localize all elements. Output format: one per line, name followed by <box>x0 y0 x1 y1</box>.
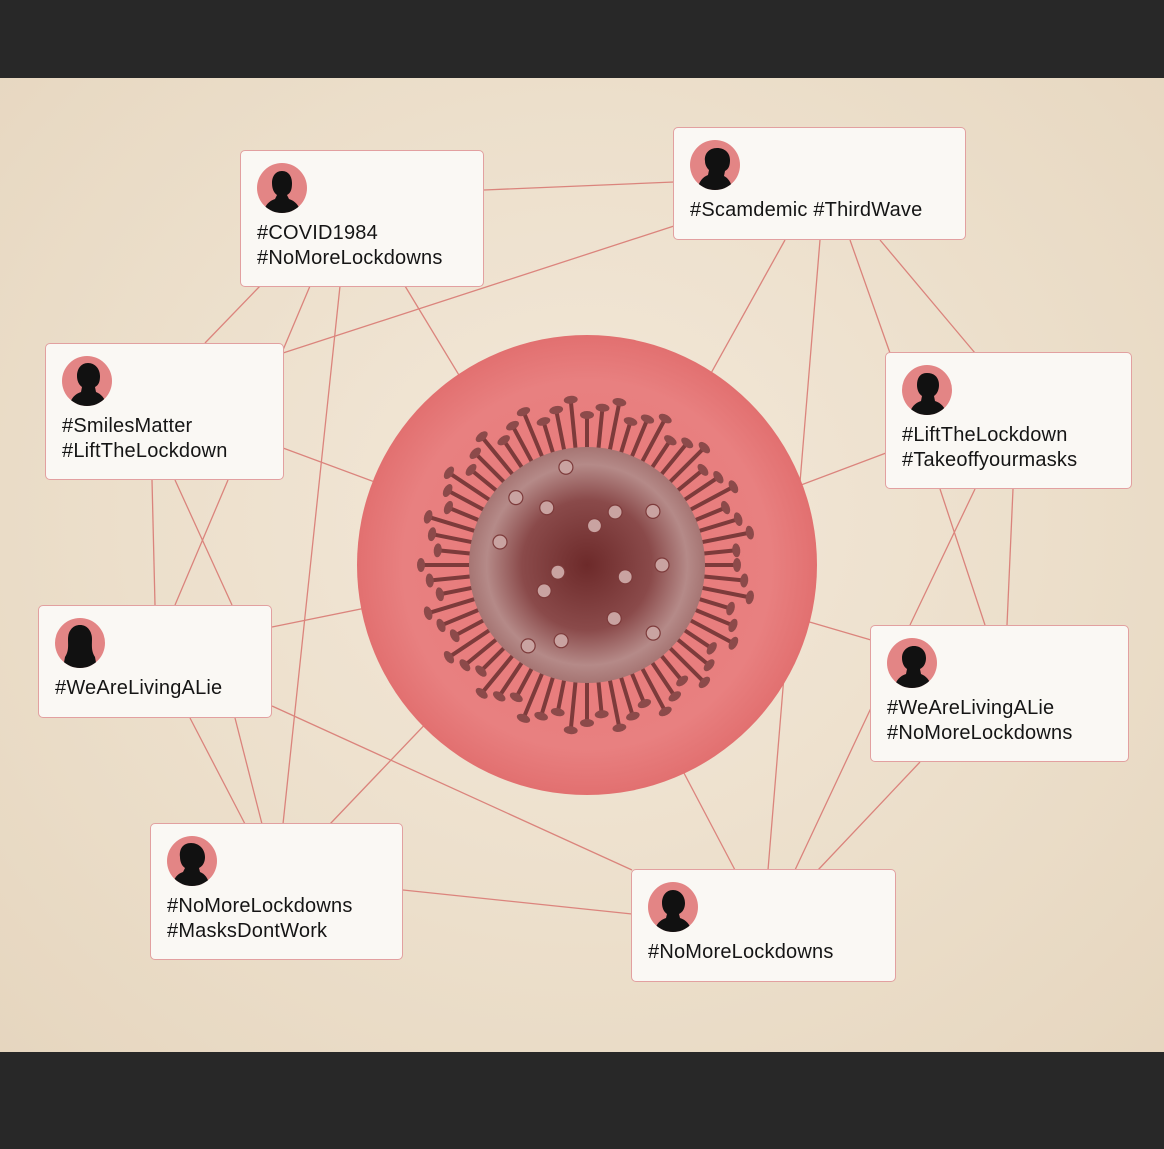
hashtag: #MasksDontWork <box>167 920 328 942</box>
bottom-letterbox-bar <box>0 1052 1164 1149</box>
coronavirus-icon <box>357 335 817 795</box>
hashtag-list: #LiftTheLockdown #Takeoffyourmasks <box>902 423 1115 473</box>
hashtag: #LiftTheLockdown <box>62 440 228 462</box>
person-silhouette-icon <box>648 882 698 932</box>
node-card-6: #WeAreLivingALie #NoMoreLockdowns <box>870 625 1129 762</box>
person-silhouette-icon <box>55 618 105 668</box>
network-diagram: #COVID1984 #NoMoreLockdowns #Scamdemic #… <box>0 78 1164 1052</box>
hashtag-list: #SmilesMatter #LiftTheLockdown <box>62 414 267 464</box>
hashtag-list: #Scamdemic #ThirdWave <box>690 198 949 223</box>
person-silhouette-icon <box>167 836 217 886</box>
person-silhouette-icon <box>902 365 952 415</box>
hashtag-list: #WeAreLivingALie <box>55 676 255 701</box>
hashtag: #Scamdemic #ThirdWave <box>690 199 923 221</box>
top-letterbox-bar <box>0 0 1164 78</box>
hashtag: #NoMoreLockdowns <box>167 895 353 917</box>
node-card-4: #LiftTheLockdown #Takeoffyourmasks <box>885 352 1132 489</box>
hashtag: #NoMoreLockdowns <box>887 722 1073 744</box>
hashtag-list: #WeAreLivingALie #NoMoreLockdowns <box>887 696 1112 746</box>
hashtag: #COVID1984 <box>257 222 378 244</box>
hashtag-list: #NoMoreLockdowns #MasksDontWork <box>167 894 386 944</box>
hashtag: #LiftTheLockdown <box>902 424 1068 446</box>
person-silhouette-icon <box>887 638 937 688</box>
hashtag: #WeAreLivingALie <box>55 677 223 699</box>
hashtag-list: #NoMoreLockdowns <box>648 940 879 965</box>
node-card-1: #COVID1984 #NoMoreLockdowns <box>240 150 484 287</box>
hashtag: #NoMoreLockdowns <box>648 941 834 963</box>
hashtag-list: #COVID1984 #NoMoreLockdowns <box>257 221 467 271</box>
hashtag: #Takeoffyourmasks <box>902 449 1078 471</box>
node-card-2: #Scamdemic #ThirdWave <box>673 127 966 240</box>
node-card-8: #NoMoreLockdowns <box>631 869 896 982</box>
person-silhouette-icon <box>62 356 112 406</box>
hashtag: #NoMoreLockdowns <box>257 247 443 269</box>
hashtag: #SmilesMatter <box>62 415 193 437</box>
node-card-7: #NoMoreLockdowns #MasksDontWork <box>150 823 403 960</box>
person-silhouette-icon <box>257 163 307 213</box>
person-silhouette-icon <box>690 140 740 190</box>
node-card-3: #SmilesMatter #LiftTheLockdown <box>45 343 284 480</box>
hashtag: #WeAreLivingALie <box>887 697 1055 719</box>
node-card-5: #WeAreLivingALie <box>38 605 272 718</box>
